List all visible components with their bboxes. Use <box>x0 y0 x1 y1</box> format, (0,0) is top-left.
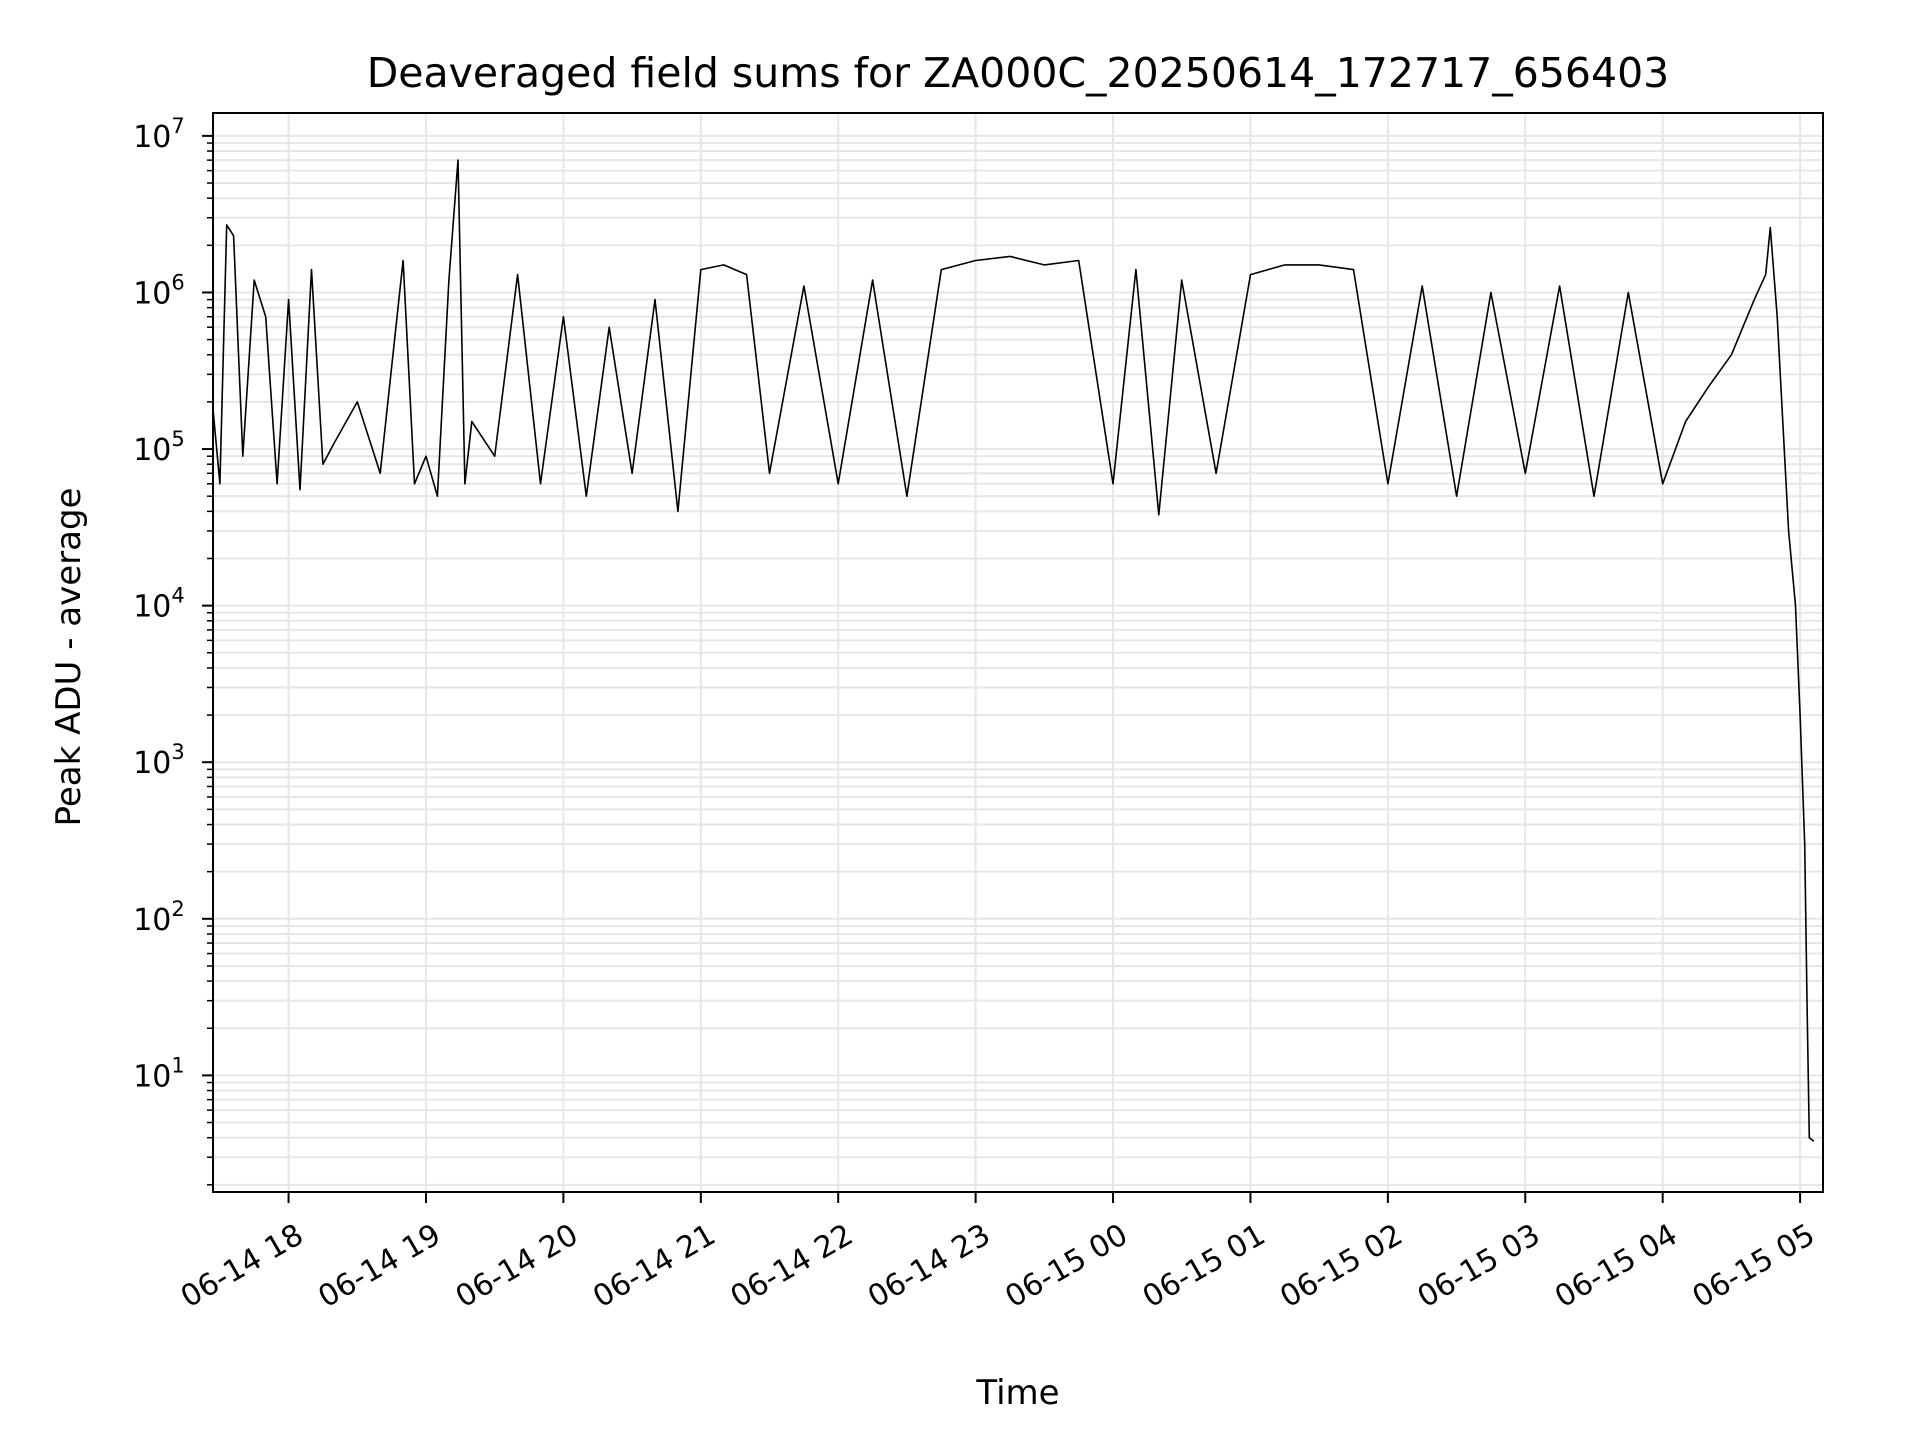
y-tick-label: 101 <box>133 1053 185 1094</box>
y-tick-label: 105 <box>133 427 185 468</box>
y-tick-label: 107 <box>133 114 185 155</box>
y-tick-label: 104 <box>133 584 185 625</box>
y-axis-label: Peak ADU - average <box>49 488 89 827</box>
chart-title: Deaveraged field sums for ZA000C_2025061… <box>367 49 1670 97</box>
series-line <box>212 159 1815 1142</box>
grid-layer <box>213 113 1823 1192</box>
data-layer <box>212 159 1815 1142</box>
y-tick-label: 102 <box>133 897 185 938</box>
y-tick-label: 103 <box>133 740 185 781</box>
x-axis-label: Time <box>975 1373 1059 1413</box>
y-tick-label: 106 <box>133 270 185 311</box>
